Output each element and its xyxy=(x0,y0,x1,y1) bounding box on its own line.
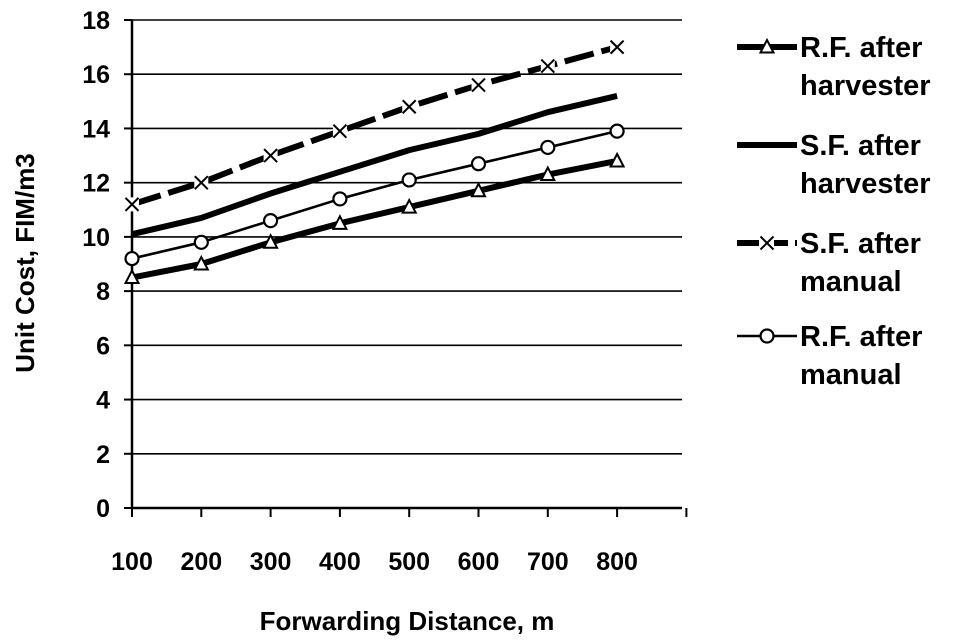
data-point xyxy=(609,39,625,55)
x-axis-ticks: 100 200 300 400 500 600 700 800 xyxy=(111,508,688,576)
series-0 xyxy=(123,151,626,285)
x-axis-title: Forwarding Distance, m xyxy=(260,606,555,636)
x-tick-label: 400 xyxy=(319,548,361,576)
x-tick-label: 500 xyxy=(388,548,430,576)
marker-stroke xyxy=(759,235,775,251)
legend-marker xyxy=(759,235,775,251)
y-tick-label: 10 xyxy=(82,224,110,252)
marker-stroke xyxy=(471,77,486,93)
series-line xyxy=(131,158,618,281)
legend-label: S.F. after xyxy=(800,130,921,162)
data-point xyxy=(540,58,556,74)
data-point xyxy=(609,123,625,139)
marker-stroke xyxy=(124,197,140,212)
legend-marker xyxy=(759,328,775,344)
data-point xyxy=(262,233,279,249)
marker-stroke xyxy=(540,58,556,74)
data-point xyxy=(539,165,556,182)
y-tick-label: 12 xyxy=(82,170,110,198)
y-tick-label: 4 xyxy=(96,387,110,415)
data-point xyxy=(331,214,349,230)
marker-stroke xyxy=(263,148,278,163)
y-tick-label: 8 xyxy=(96,278,110,306)
data-point xyxy=(193,234,209,250)
data-point xyxy=(401,197,418,214)
data-point xyxy=(470,181,487,198)
legend-label: R.F. after xyxy=(800,321,922,353)
x-tick-label: 800 xyxy=(596,548,638,576)
data-point xyxy=(194,175,209,190)
legend-label: manual xyxy=(800,359,902,391)
series-line xyxy=(131,92,618,238)
marker-stroke xyxy=(609,39,625,55)
y-tick-label: 6 xyxy=(96,332,110,360)
legend-item-1: S.F. after harvester xyxy=(737,130,931,200)
legend-item-3: R.F. after manual xyxy=(737,321,922,391)
data-point xyxy=(123,268,141,285)
y-tick-label: 14 xyxy=(82,115,110,143)
data-point xyxy=(124,197,140,212)
x-tick-label: 600 xyxy=(458,548,500,576)
y-tick-label: 18 xyxy=(82,7,110,35)
legend-item-0: R.F. after harvester xyxy=(737,32,931,102)
y-tick-label: 2 xyxy=(96,441,110,469)
series-line xyxy=(131,44,618,208)
axes xyxy=(130,20,682,510)
y-tick-label: 0 xyxy=(96,495,110,523)
series-group xyxy=(123,39,626,285)
series-3 xyxy=(124,123,625,267)
x-tick-label: 300 xyxy=(250,548,292,576)
series-1 xyxy=(131,92,618,238)
data-point xyxy=(332,191,348,207)
data-point xyxy=(263,213,279,229)
data-point xyxy=(540,139,556,156)
legend-item-2: S.F. after manual xyxy=(737,228,921,298)
legend-label: manual xyxy=(800,266,902,298)
data-point xyxy=(263,148,278,163)
data-point xyxy=(332,123,348,139)
marker-stroke xyxy=(401,99,417,114)
data-point xyxy=(608,151,626,168)
marker-stroke xyxy=(194,175,209,190)
x-tick-label: 700 xyxy=(527,548,569,576)
data-point xyxy=(471,77,486,93)
x-tick-label: 200 xyxy=(180,548,222,576)
x-tick-label: 100 xyxy=(111,548,153,576)
y-axis-ticks: 0 2 4 6 8 10 12 14 16 18 xyxy=(82,7,132,523)
data-point xyxy=(124,250,140,267)
marker-stroke xyxy=(332,123,348,139)
data-point xyxy=(470,156,487,172)
legend-label: harvester xyxy=(800,168,931,200)
data-point xyxy=(401,172,417,188)
data-point xyxy=(193,254,210,271)
legend-marker xyxy=(758,37,776,54)
y-tick-label: 16 xyxy=(82,61,110,89)
series-line xyxy=(131,129,618,260)
legend-label: harvester xyxy=(800,70,931,102)
data-point xyxy=(401,99,417,114)
legend-label: R.F. after xyxy=(800,32,922,64)
legend-label: S.F. after xyxy=(800,228,921,260)
series-2 xyxy=(124,39,625,212)
y-axis-title: Unit Cost, FIM/m3 xyxy=(10,153,40,373)
